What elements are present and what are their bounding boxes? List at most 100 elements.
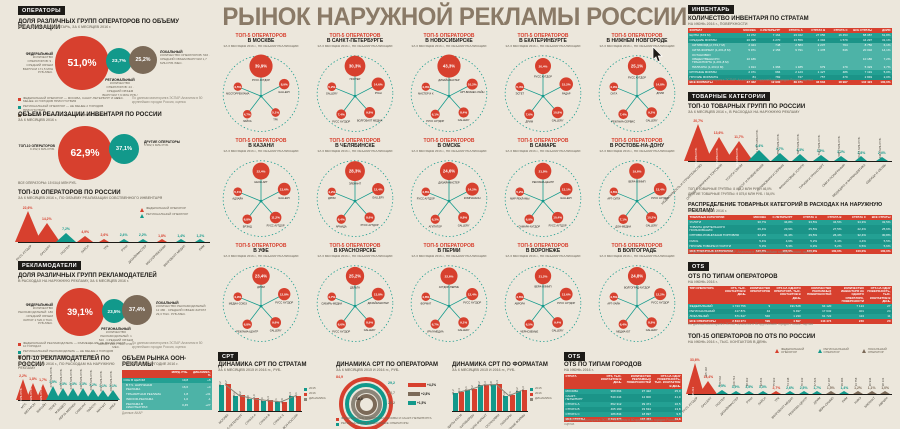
operator-name-label: ЭСТЕТ (516, 91, 525, 95)
bar-value: 31,0 (252, 394, 257, 401)
table-header-cell: СТРАТА А (781, 28, 805, 34)
donut-side-bar-value: +4,2% (427, 383, 437, 387)
operator-bubble (654, 287, 667, 300)
table-cell: +4 (189, 383, 212, 392)
operator-name-label: АУТДОР-ПЕРМЬ (439, 285, 459, 289)
operator-bubble (515, 81, 525, 91)
operator-share-value: 6,8% (244, 322, 251, 326)
legend-marker (530, 392, 533, 396)
table-cell: 25,6% (867, 225, 892, 234)
legend-item: РЕГИОНАЛЬНЫЙ РЕКЛАМОДАТЕЛЬ — НЕ МЕНЕЕ 2 … (18, 349, 126, 354)
operator-share-value: 4,3% (422, 85, 429, 89)
operator-bubble (270, 316, 282, 328)
table-cell: ООН В ЦЕЛОМ (122, 378, 167, 384)
mountain-triangle (86, 389, 100, 400)
city-chart-name: В САНКТ-ПЕТЕРБУРГЕ (326, 38, 384, 45)
bar-2015: 64,2 (218, 381, 225, 411)
mountain-triangle (195, 239, 206, 242)
mountain-value: 1,3% (69, 382, 77, 387)
operator-bubble (609, 187, 618, 196)
operator-share-value: 43,3% (443, 63, 455, 68)
table-row: СТРАТА А 652 312 39 471 16,5 (564, 402, 682, 408)
mountain-category-label: ПОСТЕР (714, 396, 727, 408)
city-radial-chart: 39,9% РУСС АУТДОР 8,9% GALLERY 5,1% ТРК 4,7% ЛА… (222, 54, 300, 132)
top10-operators-title: ТОП-10 ОПЕРАТОРОВ ПО РОССИИ (18, 190, 121, 196)
mountain-value: 2,4% (119, 233, 128, 238)
operator-bubble (421, 82, 430, 91)
table-cell: 5,6% (867, 243, 892, 249)
table-row: СИТИБОРД (2,7X3,7 М) 2 424 748 2 583 2 237 76… (688, 43, 892, 49)
operator-name-label: ДЕЛЬТА (350, 285, 360, 289)
operator-bubble (534, 162, 552, 180)
mountain-value: 3,3% (758, 385, 767, 390)
operator-name-label: GALLERY (326, 91, 338, 95)
operator-name-label: МОСГОРРЕКЛАМА (226, 91, 249, 95)
operator-bubble (430, 214, 440, 224)
table-cell: 747 (781, 75, 805, 81)
operator-name-label: GALLERY (458, 223, 470, 227)
table-cell: 100,0% (873, 80, 892, 86)
operator-share-value: 6,1% (432, 112, 439, 116)
legend-marker (775, 348, 779, 353)
operator-share-value: 8,8% (648, 320, 655, 324)
operators-badge: ОПЕРАТОРЫ (18, 6, 65, 15)
table-cell: 100,0% (767, 248, 795, 254)
city-chart-cell: ТОП-5 ОПЕРАТОРОВ В ЧЕЛЯБИНСКЕ ЗА 6 МЕСЯЦЕВ… (308, 138, 402, 244)
mountain-value: 4,5% (718, 384, 726, 389)
advertisers-share-bubble-chart: 39,1% ФЕДЕРАЛЬНЫЙ КОЛИЧЕСТВО РЕКЛАМОДАТЕЛЕ… (18, 285, 210, 349)
operator-name-label: GALLERY (278, 89, 290, 93)
mountain-value: 22,6% (22, 205, 33, 210)
table-cell: 23,9% (767, 225, 795, 234)
bar-value: 27,1 (508, 391, 513, 397)
table-cell: 100,0% (743, 248, 768, 254)
table-header-cell: ТОВАРНЫЕ КАТЕГОРИИ (688, 215, 744, 221)
table-cell: 2 849 (849, 75, 874, 81)
share-group-name: ТОП-10 ОПЕРАТОРОВ (18, 144, 55, 148)
operator-share-value: 4,5% (610, 295, 617, 299)
operator-bubble (437, 54, 461, 78)
operator-share-value: 6,9% (526, 217, 533, 221)
table-body: МОСКВА 968 694 37 422 25,9 САНКТ-ПЕТЕРБУРГ 54… (564, 388, 682, 423)
operator-bubble (609, 292, 618, 301)
table-cell: 19,8 (167, 378, 190, 384)
mountain-category-label: ТРК (773, 396, 781, 403)
city-chart-name: В УФЕ (253, 248, 269, 255)
table-body: ООН В ЦЕЛОМ 19,8 +6 В Т.Ч. НАРУЖНАЯ РЕКЛАМА… (122, 378, 212, 411)
mountain-value: 2,2% (19, 373, 27, 378)
mountain-slot: 11,7% 2 139,6 МЛН РУБ. (724, 117, 753, 171)
table-cell: 22,4% (843, 225, 868, 234)
share-group-desc: КОЛИЧЕСТВО ОПЕРАТОРОВ: 546 · СРЕДНИЙ ОБЪ… (160, 53, 210, 65)
operator-share-value: 25,2% (349, 273, 361, 278)
operator-share-value: 4,8% (422, 190, 429, 194)
table-cell: УСЛУГИ (688, 220, 744, 226)
city-chart-subtitle: ЗА 6 МЕСЯЦЕВ 2016 г., ПО ОБЪЕМУ РЕАЛИЗАЦ… (505, 43, 581, 48)
advertisers-share-subtitle: В РАСХОДАХ НА НАРУЖНУЮ РЕКЛАМУ, ЗА 6 МЕС… (18, 279, 130, 283)
table-cell: 33 634 (622, 407, 653, 413)
mountain-category-label: ЛАЙСА (756, 396, 768, 407)
donut-side-bar-value: +2,8% (421, 392, 431, 396)
mountain-slot: 33,6% 945 213 (685, 356, 704, 397)
operator-name-label: РУСС АУТДОР (557, 301, 575, 305)
operator-bubble (421, 187, 431, 196)
bar-value: 22,1 (273, 398, 278, 404)
mountain-triangle (839, 391, 850, 394)
donut-ring (345, 383, 387, 425)
mountain-category-label: ТРК (102, 244, 110, 251)
table-cell: 4,6% (767, 238, 795, 244)
categories-dist-footnote: По данным мониторинга ЭСПАР-Аналитик в 5… (688, 250, 813, 254)
table-row: ФЕДЕРАЛЬНЫЙ 1 723 756 9 191 528 64 120 7 124 2… (688, 303, 892, 309)
operator-share-value: 6,5% (526, 322, 533, 326)
mountain-slot: 7,2% (55, 204, 76, 242)
table-row: ООН В ЦЕЛОМ 19,8 +6 (122, 378, 212, 384)
top10-categories-subtitle: ЗА 6 МЕСЯЦЕВ 2016 г., В РАСХОДАХ НА НАРУ… (688, 110, 800, 114)
mountain-amount: 713,2 МЛН РУБ. (816, 134, 821, 156)
mountain-value: 2,2% (138, 233, 147, 238)
operator-name-label: УРАЛ-МЕДИА (427, 329, 444, 333)
operator-share-value: 14,8% (656, 82, 665, 86)
mountain-category-label: РИМ (841, 396, 849, 404)
city-chart-cell: ТОП-5 ОПЕРАТОРОВ В НОВОСИБИРСКЕ ЗА 6 МЕСЯЦ… (402, 33, 496, 139)
operator-share-value: 9,6% (272, 320, 279, 324)
table-cell: ЩИТЫ (6X3 М) (688, 33, 735, 39)
